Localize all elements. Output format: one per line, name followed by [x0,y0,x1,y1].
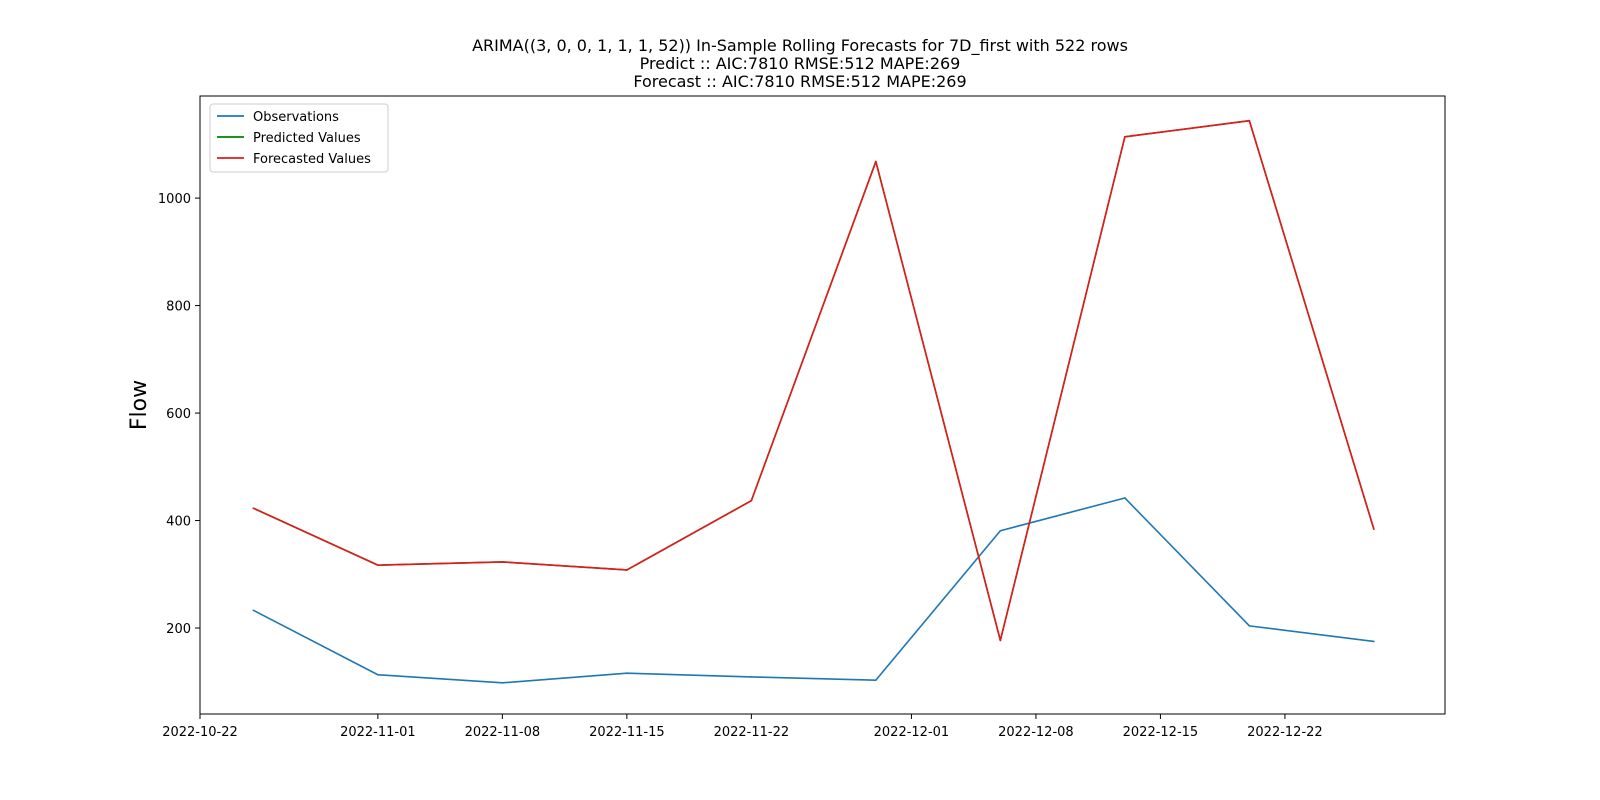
x-tick-label: 2022-11-15 [589,725,665,740]
data-point-observations [252,609,255,612]
data-point-observations [875,679,877,681]
data-point-forecasted-values [750,499,753,502]
legend-label: Forecasted Values [253,152,371,167]
data-point-observations [750,676,753,678]
legend-label: Predicted Values [253,131,361,146]
data-point-observations [1124,497,1126,499]
x-tick-label: 2022-12-08 [998,725,1074,740]
data-point-forecasted-values [377,564,379,566]
chart-title-line-2: Predict :: AIC:7810 RMSE:512 MAPE:269 [639,54,961,73]
data-point-observations [1248,625,1251,627]
data-point-forecasted-values [626,569,628,571]
series-line-forecasted-values [253,119,1375,642]
data-point-forecasted-values [1373,528,1375,530]
y-tick-label: 200 [166,622,191,637]
y-tick-label: 800 [166,300,191,315]
data-point-forecasted-values [252,507,255,509]
plot-frame [199,95,1446,715]
x-tick-label: 2022-11-01 [340,725,416,740]
x-tick-label: 2022-10-22 [162,725,238,740]
data-point-forecasted-values [501,561,504,563]
y-tick-label: 400 [166,515,191,530]
data-point-observations [377,673,379,676]
data-point-forecasted-values [875,160,877,163]
y-axis-label: Flow [127,380,152,430]
data-point-observations [999,529,1002,532]
legend: Observations Predicted Values Forecasted V… [209,103,389,173]
y-tick-label: 1000 [158,192,191,207]
data-point-observations [1373,640,1375,643]
series-line-predicted-values [253,119,1375,642]
data-point-forecasted-values [999,639,1002,642]
x-tick-label: 2022-12-15 [1123,725,1199,740]
x-tick-label: 2022-12-01 [874,725,950,740]
chart-title-line-3: Forecast :: AIC:7810 RMSE:512 MAPE:269 [633,72,967,91]
x-tick-label: 2022-11-22 [714,725,790,740]
y-tick-label: 600 [166,407,191,422]
data-point-forecasted-values [1124,136,1126,138]
legend-box [209,103,389,173]
x-tick-label: 2022-11-08 [465,725,541,740]
legend-label: Observations [253,110,339,125]
data-point-observations [626,672,628,674]
chart-title-line-1: ARIMA((3, 0, 0, 1, 1, 1, 52)) In-Sample … [472,36,1128,55]
x-tick-label: 2022-12-22 [1247,725,1323,740]
data-point-forecasted-values [1248,119,1251,122]
series-line-observations [252,497,1374,684]
data-point-observations [501,682,504,684]
